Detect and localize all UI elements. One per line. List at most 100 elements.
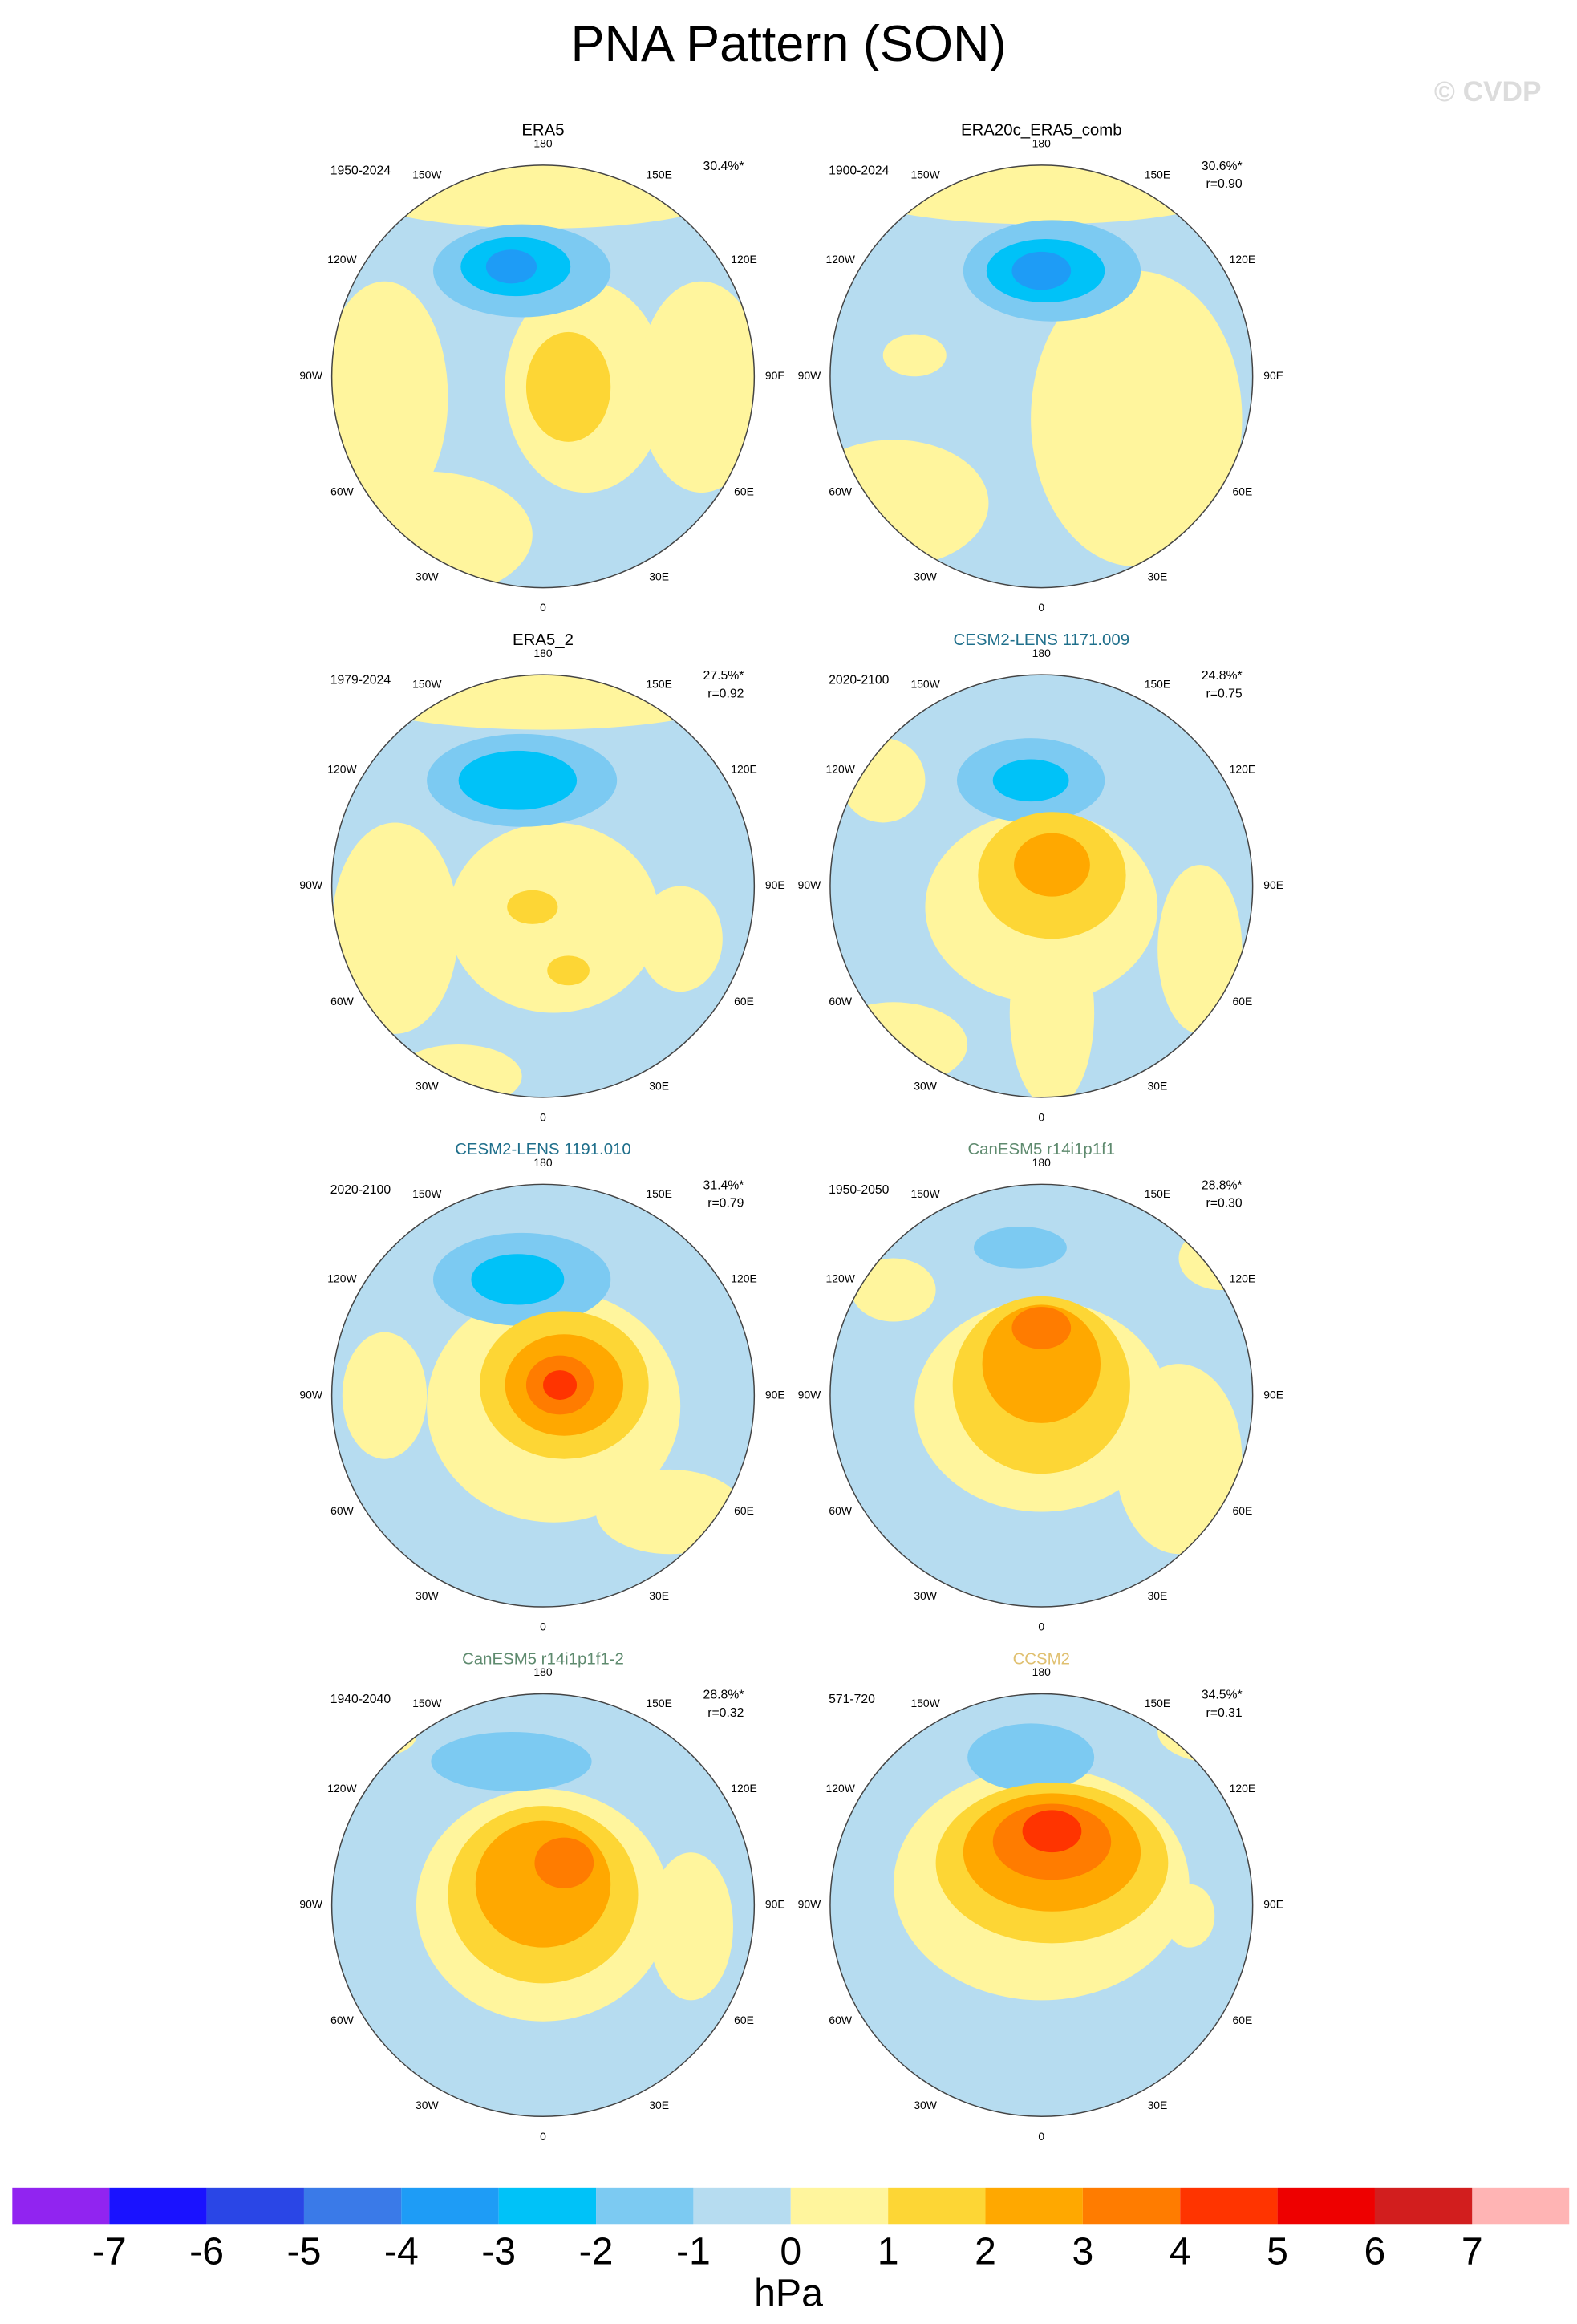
map-border — [829, 1183, 1254, 1608]
map-border — [829, 164, 1254, 589]
contour-region — [967, 1723, 1095, 1791]
lon-label: 60W — [829, 2014, 852, 2026]
colorbar-tick-label: 6 — [1364, 2230, 1386, 2273]
lon-label: 150E — [1145, 168, 1170, 180]
contour-region — [471, 1254, 565, 1305]
contour-region — [638, 281, 755, 493]
lon-label: 180 — [533, 1156, 552, 1169]
contour-region — [342, 1332, 428, 1459]
colorbar-box — [596, 2187, 694, 2225]
colorbar-box — [888, 2187, 986, 2225]
map-border — [330, 1183, 756, 1608]
lon-label: 120E — [1230, 762, 1255, 775]
lon-label: 60E — [1232, 995, 1252, 1008]
pattern-percent: 34.5%* — [1202, 1689, 1243, 1702]
contour-region — [525, 331, 611, 442]
contour-region — [475, 1820, 611, 1948]
lon-label: 150E — [1145, 1187, 1170, 1200]
colorbar-tick-label: 0 — [780, 2230, 801, 2273]
lon-label: 150E — [1145, 678, 1170, 691]
lon-label: 90W — [798, 1388, 821, 1401]
contour-region — [638, 886, 723, 992]
contour-region — [331, 822, 459, 1034]
lon-label: 120W — [327, 1782, 357, 1795]
lon-label: 30E — [1148, 570, 1168, 582]
panel-title: CESM2-LENS 1191.010 — [455, 1141, 631, 1158]
map-field — [829, 675, 1253, 1097]
contour-region — [507, 890, 558, 924]
colorbar-box — [109, 2187, 207, 2225]
panel-title: CESM2-LENS 1171.009 — [954, 631, 1130, 649]
period: 2020-2100 — [330, 1183, 391, 1197]
contour-region — [1031, 270, 1243, 567]
lon-label: 30E — [649, 570, 669, 582]
colorbar-frame — [11, 2186, 1571, 2225]
lon-label: 60E — [1232, 1504, 1252, 1517]
lon-label: 150W — [412, 1697, 442, 1710]
lon-label: 120E — [1230, 1782, 1255, 1795]
lon-label: 0 — [540, 2130, 546, 2143]
lon-label: 0 — [1038, 2130, 1044, 2143]
contour-region — [1157, 865, 1243, 1034]
pattern-corr: r=0.31 — [1206, 1706, 1243, 1720]
lon-label: 60W — [330, 995, 354, 1008]
colorbar-box — [985, 2187, 1083, 2225]
lon-label: 150E — [646, 1697, 671, 1710]
colorbar-tick-label: 7 — [1461, 2230, 1483, 2273]
pattern-corr: r=0.79 — [707, 1197, 744, 1211]
map-panel: CanESM5 r14i1p1f1 1950-2050 28.8%* r=0.30 18… — [798, 1141, 1283, 1633]
map-panel: CCSM2 571-720 34.5%* r=0.31 180 150E 120E 90E 60… — [798, 1650, 1283, 2143]
contour-region — [331, 1714, 416, 1758]
map-field — [829, 1693, 1253, 2117]
lon-label: 30W — [914, 2099, 937, 2111]
lon-label: 120E — [731, 253, 756, 266]
contour-region — [1115, 1364, 1243, 1555]
lon-label: 90E — [765, 878, 785, 891]
lon-label: 180 — [533, 1665, 552, 1678]
colorbar-tick-label: -1 — [676, 2230, 711, 2273]
lon-label: 90W — [299, 1388, 322, 1401]
period: 1950-2024 — [330, 164, 391, 177]
lon-label: 30W — [416, 2099, 439, 2111]
lon-label: 30W — [914, 1589, 937, 1602]
lon-label: 150W — [910, 678, 940, 691]
pattern-corr: r=0.32 — [707, 1706, 744, 1720]
colorbar-tick-label: -7 — [92, 2230, 127, 2273]
lon-label: 0 — [1038, 601, 1044, 614]
lon-label: 120W — [826, 1782, 856, 1795]
map-field — [331, 1184, 755, 1608]
lon-label: 150W — [412, 168, 442, 180]
lon-label: 180 — [533, 647, 552, 659]
map-panel: CESM2-LENS 1171.009 2020-2100 24.8%* r=0.75… — [798, 631, 1283, 1124]
lon-label: 150W — [910, 1187, 940, 1200]
lon-label: 30E — [649, 1080, 669, 1093]
lon-label: 180 — [533, 137, 552, 150]
lon-label: 120W — [327, 253, 357, 266]
lon-label: 150W — [412, 1187, 442, 1200]
pattern-corr: r=0.75 — [1206, 687, 1243, 700]
pattern-corr: r=0.30 — [1206, 1197, 1243, 1211]
contour-region — [431, 1731, 592, 1791]
colorbar-box — [1082, 2187, 1181, 2225]
lon-label: 60E — [734, 485, 754, 498]
map-border — [330, 674, 756, 1098]
colorbar-box — [1472, 2187, 1570, 2225]
pattern-percent: 31.4%* — [703, 1178, 744, 1192]
contour-region — [331, 281, 448, 514]
lon-label: 120E — [731, 1782, 756, 1795]
contour-region — [982, 1304, 1101, 1423]
lon-label: 90E — [765, 369, 785, 382]
lon-label: 90W — [299, 1898, 322, 1911]
contour-region — [595, 1469, 744, 1555]
lon-label: 120E — [731, 1272, 756, 1285]
contour-region — [851, 1258, 936, 1322]
contour-region — [648, 1852, 734, 2001]
lon-label: 120W — [826, 1272, 856, 1285]
contour-region — [534, 1837, 594, 1888]
colorbar-box — [693, 2187, 791, 2225]
lon-label: 90W — [299, 369, 322, 382]
colorbar-unit: hPa — [754, 2271, 823, 2314]
lon-label: 30E — [1148, 1080, 1168, 1093]
contour-region — [352, 675, 734, 730]
